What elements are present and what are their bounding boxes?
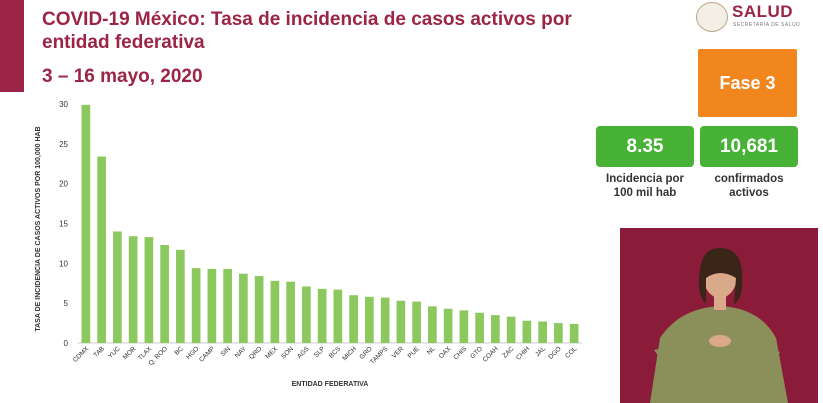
bar-qro [254, 276, 264, 343]
x-tick-label: YUC [107, 345, 122, 360]
x-tick-label: TAMPS [369, 345, 390, 366]
y-tick-label: 5 [64, 299, 69, 308]
x-tick-label: MICH [341, 345, 358, 362]
x-tick-label: JAL [534, 345, 547, 358]
x-tick-label: SON [280, 345, 295, 360]
y-tick-label: 25 [59, 140, 68, 149]
bar-nl [428, 306, 437, 343]
bar-son [286, 281, 295, 343]
bar-sin [223, 268, 232, 343]
bar-ags [302, 286, 311, 343]
bar-coah [491, 315, 500, 343]
x-tick-label: CDMX [72, 345, 91, 364]
x-tick-label: VER [391, 345, 406, 360]
bar-bcs [333, 289, 343, 343]
x-tick-label: QRO [248, 345, 263, 360]
x-tick-label: BC [173, 345, 185, 357]
x-axis-title: ENTIDAD FEDERATIVA [292, 381, 369, 388]
bar-tlax [144, 237, 154, 343]
salud-logo: SALUD SECRETARÍA DE SALUD [696, 2, 816, 32]
x-tick-label: AGS [296, 345, 311, 360]
bar-hgo [191, 268, 201, 343]
phase-badge: Fase 3 [698, 49, 797, 117]
bar-gro [365, 296, 374, 343]
x-tick-label: SLP [313, 345, 327, 359]
y-tick-label: 0 [64, 339, 69, 348]
bar-tab [97, 156, 106, 343]
bar-ver [396, 300, 406, 343]
x-tick-label: COAH [482, 345, 500, 363]
bar-gto [475, 312, 484, 343]
incidence-label: Incidencia por 100 mil hab [606, 173, 684, 199]
x-tick-label: NL [426, 345, 437, 356]
page-title: COVID-19 México: Tasa de incidencia de c… [42, 9, 572, 53]
x-tick-label: CAMP [198, 345, 216, 363]
x-tick-label: COL [564, 345, 579, 360]
bar-yuc [113, 231, 122, 343]
x-tick-label: CHIH [515, 345, 531, 361]
x-tick-label: NAY [234, 345, 249, 360]
bar-col [569, 323, 579, 343]
bar-cdmx [81, 104, 91, 344]
bar-q-roo [160, 245, 169, 343]
bar-nay [239, 273, 248, 343]
x-tick-label: OAX [438, 345, 453, 360]
bar-mor [128, 236, 138, 343]
bar-pue [412, 301, 421, 343]
x-tick-label: MOR [122, 345, 138, 361]
bar-chih [522, 320, 532, 343]
bar-camp [207, 268, 217, 343]
y-tick-label: 15 [59, 220, 68, 229]
brand-accent-bar [0, 0, 24, 92]
y-tick-label: 20 [59, 180, 68, 189]
bar-zac [506, 316, 516, 343]
logo-subtitle: SECRETARÍA DE SALUD [733, 22, 801, 28]
y-tick-label: 10 [59, 259, 68, 268]
x-tick-label: MEX [264, 345, 279, 360]
bar-chis [459, 310, 469, 343]
x-tick-label: ZAC [501, 345, 515, 359]
y-axis-title: TASA DE INCIDENCIA DE CASOS ACTIVOS POR … [35, 126, 42, 331]
x-tick-label: TAB [92, 345, 106, 359]
logo-name: SALUD [732, 2, 794, 21]
x-tick-label: CHIS [452, 345, 468, 361]
x-tick-label: DGO [547, 345, 562, 360]
x-tick-label: SIN [219, 345, 232, 358]
bar-tamps [380, 297, 390, 343]
bar-dgo [554, 323, 563, 343]
interpreter-figure [650, 248, 788, 403]
y-tick-label: 30 [59, 100, 68, 109]
sign-language-interpreter-video [620, 228, 818, 403]
incidence-value-box: 8.35 [596, 126, 694, 167]
bar-mich [349, 295, 358, 343]
bar-bc [176, 249, 185, 343]
bar-slp [317, 288, 327, 343]
date-range: 3 – 16 mayo, 2020 [42, 66, 203, 87]
eagle-emblem-icon [696, 2, 728, 32]
x-tick-label: PUE [407, 345, 422, 360]
bar-mex [270, 280, 280, 343]
active-cases-label: confirmados activos [714, 173, 784, 199]
active-cases-value-box: 10,681 [700, 126, 798, 167]
bar-oax [443, 308, 453, 343]
bar-jal [538, 321, 547, 343]
